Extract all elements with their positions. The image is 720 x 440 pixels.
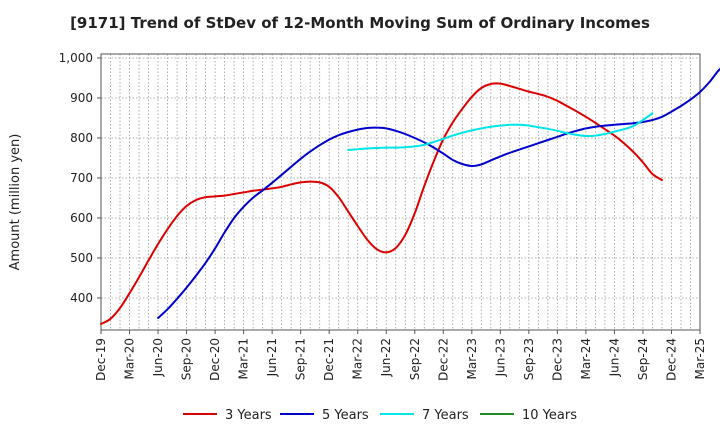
legend-label: 7 Years <box>422 408 469 423</box>
axis-layer: 400 500 600 700 800 900 1,000 Dec-19 Mar-20 Jun-2… <box>8 51 707 381</box>
x-tick-label: Sep-24 <box>636 338 650 380</box>
x-tick-label: Sep-23 <box>522 338 536 380</box>
y-axis-title: Amount (million yen) <box>8 134 23 271</box>
plot-frame <box>100 53 701 331</box>
x-tick-label: Jun-24 <box>607 338 621 377</box>
x-tick-label: Mar-21 <box>237 338 251 379</box>
x-tick-label: Mar-24 <box>579 338 593 379</box>
x-tick-label: Jun-20 <box>151 338 165 377</box>
x-tick-label: Dec-19 <box>94 338 108 381</box>
x-tick-label: Jun-23 <box>493 338 507 377</box>
series-line-3-years <box>100 82 663 325</box>
legend-label: 3 Years <box>225 408 272 423</box>
x-tick-label: Mar-25 <box>693 338 707 379</box>
x-tick-label: Sep-22 <box>408 338 422 380</box>
legend: 3 Years 5 Years 7 Years 10 Years <box>183 408 577 423</box>
series-layer <box>100 67 720 325</box>
y-tick-label: 800 <box>70 131 93 145</box>
x-tick-label: Jun-21 <box>265 338 279 377</box>
legend-item-5-years: 5 Years <box>280 408 369 423</box>
y-tick-label: 1,000 <box>59 51 93 65</box>
y-tick-label: 400 <box>70 291 93 305</box>
x-tick-label: Sep-20 <box>180 338 194 380</box>
legend-item-7-years: 7 Years <box>380 408 469 423</box>
series-line-5-years <box>157 67 720 319</box>
legend-item-3-years: 3 Years <box>183 408 272 423</box>
x-tick-label: Jun-22 <box>379 338 393 377</box>
grid-layer <box>101 54 700 330</box>
chart-title: [9171] Trend of StDev of 12-Month Moving… <box>70 14 650 32</box>
legend-item-10-years: 10 Years <box>480 408 577 423</box>
legend-label: 5 Years <box>322 408 369 423</box>
y-tick-label: 900 <box>70 91 93 105</box>
x-tick-label: Mar-23 <box>465 338 479 379</box>
x-tick-label: Mar-20 <box>123 338 137 379</box>
x-tick-label: Dec-22 <box>436 338 450 381</box>
x-tick-label: Sep-21 <box>294 338 308 380</box>
x-tick-label: Dec-23 <box>550 338 564 381</box>
x-tick-label: Dec-20 <box>208 338 222 381</box>
x-tick-label: Dec-24 <box>664 338 678 381</box>
series-line-7-years <box>347 112 654 151</box>
y-tick-label: 500 <box>70 251 93 265</box>
y-tick-label: 700 <box>70 171 93 185</box>
y-tick-label: 600 <box>70 211 93 225</box>
x-tick-label: Mar-22 <box>351 338 365 379</box>
legend-label: 10 Years <box>522 408 577 423</box>
x-tick-label: Dec-21 <box>322 338 336 381</box>
